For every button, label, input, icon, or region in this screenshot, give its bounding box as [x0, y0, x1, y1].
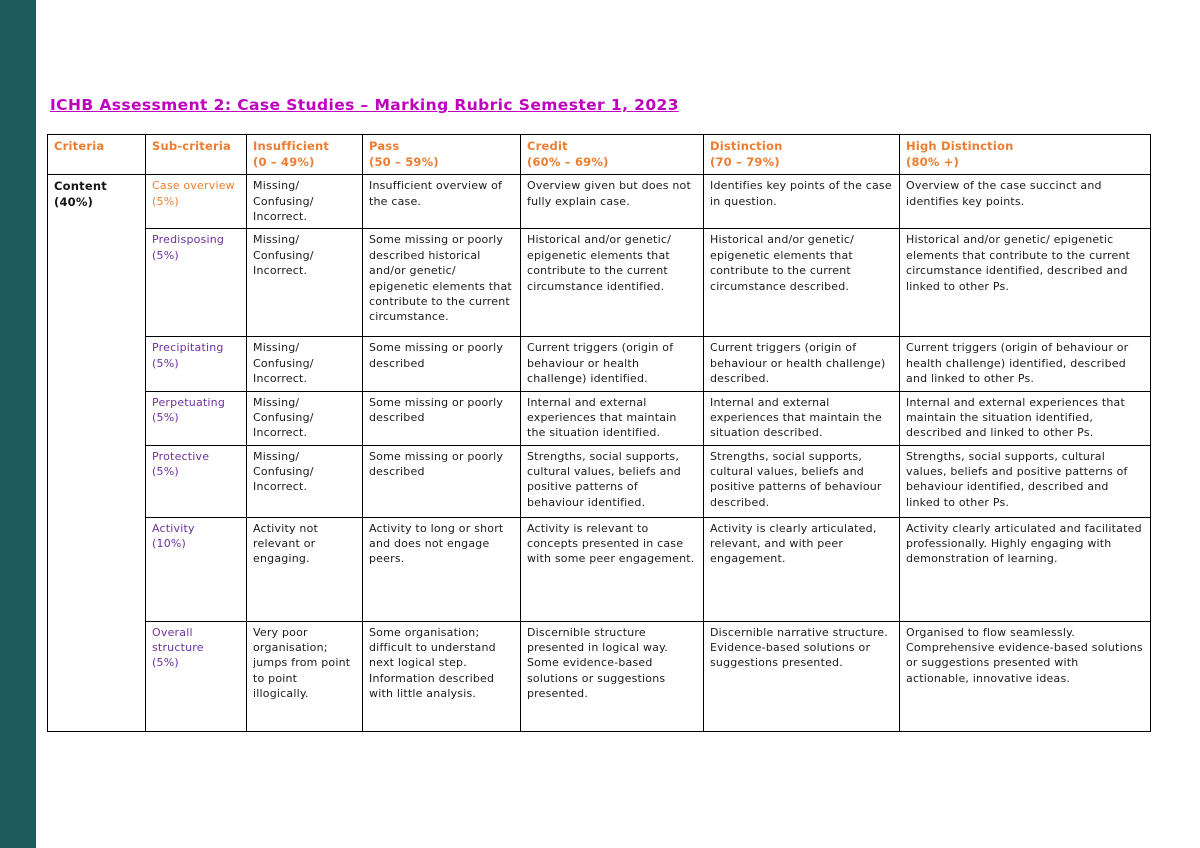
criteria-cell-content: Content (40%)	[47, 174, 146, 732]
cell-precipitating-pass: Some missing or poorly described	[362, 336, 521, 392]
cell-overall-structure-insufficient: Very poor organisation; jumps from point…	[246, 620, 363, 732]
cell-perpetuating-insufficient: Missing/ Confusing/ Incorrect.	[246, 390, 363, 446]
column-header-distinction: Distinction (70 – 79%)	[703, 133, 900, 176]
subcriteria-predisposing: Predisposing (5%)	[145, 228, 247, 338]
cell-protective-high-distinction: Strengths, social supports, cultural val…	[899, 444, 1151, 518]
cell-perpetuating-distinction: Internal and external experiences that m…	[703, 390, 900, 446]
cell-perpetuating-credit: Internal and external experiences that m…	[520, 390, 704, 446]
subcriteria-precipitating: Precipitating (5%)	[145, 336, 247, 392]
cell-activity-high-distinction: Activity clearly articulated and facilit…	[899, 516, 1151, 622]
rubric-row-perpetuating: Perpetuating (5%) Missing/ Confusing/ Inc…	[48, 390, 1151, 446]
cell-protective-distinction: Strengths, social supports, cultural val…	[703, 444, 900, 518]
cell-perpetuating-pass: Some missing or poorly described	[362, 390, 521, 446]
cell-protective-pass: Some missing or poorly described	[362, 444, 521, 518]
cell-case-overview-credit: Overview given but does not fully explai…	[520, 174, 704, 230]
cell-activity-distinction: Activity is clearly articulated, relevan…	[703, 516, 900, 622]
cell-case-overview-insufficient: Missing/ Confusing/ Incorrect.	[246, 174, 363, 230]
rubric-row-activity: Activity (10%) Activity not relevant or e…	[48, 516, 1151, 622]
rubric-row-precipitating: Precipitating (5%) Missing/ Confusing/ In…	[48, 336, 1151, 392]
cell-precipitating-high-distinction: Current triggers (origin of behaviour or…	[899, 336, 1151, 392]
cell-predisposing-insufficient: Missing/ Confusing/ Incorrect.	[246, 228, 363, 338]
subcriteria-activity: Activity (10%)	[145, 516, 247, 622]
column-header-high-distinction: High Distinction (80% +)	[899, 133, 1151, 176]
cell-case-overview-high-distinction: Overview of the case succinct and identi…	[899, 174, 1151, 230]
column-header-sub-criteria: Sub-criteria	[145, 133, 247, 176]
cell-precipitating-insufficient: Missing/ Confusing/ Incorrect.	[246, 336, 363, 392]
subcriteria-perpetuating: Perpetuating (5%)	[145, 390, 247, 446]
cell-activity-credit: Activity is relevant to concepts present…	[520, 516, 704, 622]
cell-case-overview-distinction: Identifies key points of the case in que…	[703, 174, 900, 230]
cell-predisposing-distinction: Historical and/or genetic/ epigenetic el…	[703, 228, 900, 338]
rubric-row-protective: Protective (5%) Missing/ Confusing/ Incor…	[48, 444, 1151, 518]
cell-perpetuating-high-distinction: Internal and external experiences that m…	[899, 390, 1151, 446]
cell-activity-insufficient: Activity not relevant or engaging.	[246, 516, 363, 622]
header-row: Criteria Sub-criteria Insufficient (0 – 49…	[47, 133, 1151, 176]
column-header-insufficient: Insufficient (0 – 49%)	[246, 133, 363, 176]
subcriteria-overall-structure: Overall structure (5%)	[145, 620, 247, 732]
cell-overall-structure-credit: Discernible structure presented in logic…	[520, 620, 704, 732]
subcriteria-protective: Protective (5%)	[145, 444, 247, 518]
cell-protective-credit: Strengths, social supports, cultural val…	[520, 444, 704, 518]
column-header-credit: Credit (60% – 69%)	[520, 133, 704, 176]
cell-precipitating-distinction: Current triggers (origin of behaviour or…	[703, 336, 900, 392]
subcriteria-case-overview: Case overview (5%)	[145, 174, 247, 230]
cell-predisposing-high-distinction: Historical and/or genetic/ epigenetic el…	[899, 228, 1151, 338]
cell-precipitating-credit: Current triggers (origin of behaviour or…	[520, 336, 704, 392]
column-header-pass: Pass (50 – 59%)	[362, 133, 521, 176]
rubric-row-case-overview: Content (40%) Case overview (5%) Missing/ …	[47, 174, 1151, 732]
rubric-row-overall-structure: Overall structure (5%) Very poor organisa…	[48, 620, 1151, 732]
cell-overall-structure-distinction: Discernible narrative structure. Evidenc…	[703, 620, 900, 732]
left-margin-bar	[0, 0, 36, 848]
cell-activity-pass: Activity to long or short and does not e…	[362, 516, 521, 622]
marking-rubric-table: Criteria Sub-criteria Insufficient (0 – 49…	[47, 133, 1151, 732]
cell-protective-insufficient: Missing/ Confusing/ Incorrect.	[246, 444, 363, 518]
cell-predisposing-credit: Historical and/or genetic/ epigenetic el…	[520, 228, 704, 338]
rubric-row-predisposing: Predisposing (5%) Missing/ Confusing/ Inc…	[48, 228, 1151, 338]
column-header-criteria: Criteria	[47, 133, 146, 176]
page-title: ICHB Assessment 2: Case Studies – Markin…	[50, 96, 679, 114]
cell-overall-structure-high-distinction: Organised to flow seamlessly. Comprehens…	[899, 620, 1151, 732]
cell-overall-structure-pass: Some organisation; difficult to understa…	[362, 620, 521, 732]
cell-predisposing-pass: Some missing or poorly described histori…	[362, 228, 521, 338]
document-content: ICHB Assessment 2: Case Studies – Markin…	[36, 0, 1200, 848]
cell-case-overview-pass: Insufficient overview of the case.	[362, 174, 521, 230]
